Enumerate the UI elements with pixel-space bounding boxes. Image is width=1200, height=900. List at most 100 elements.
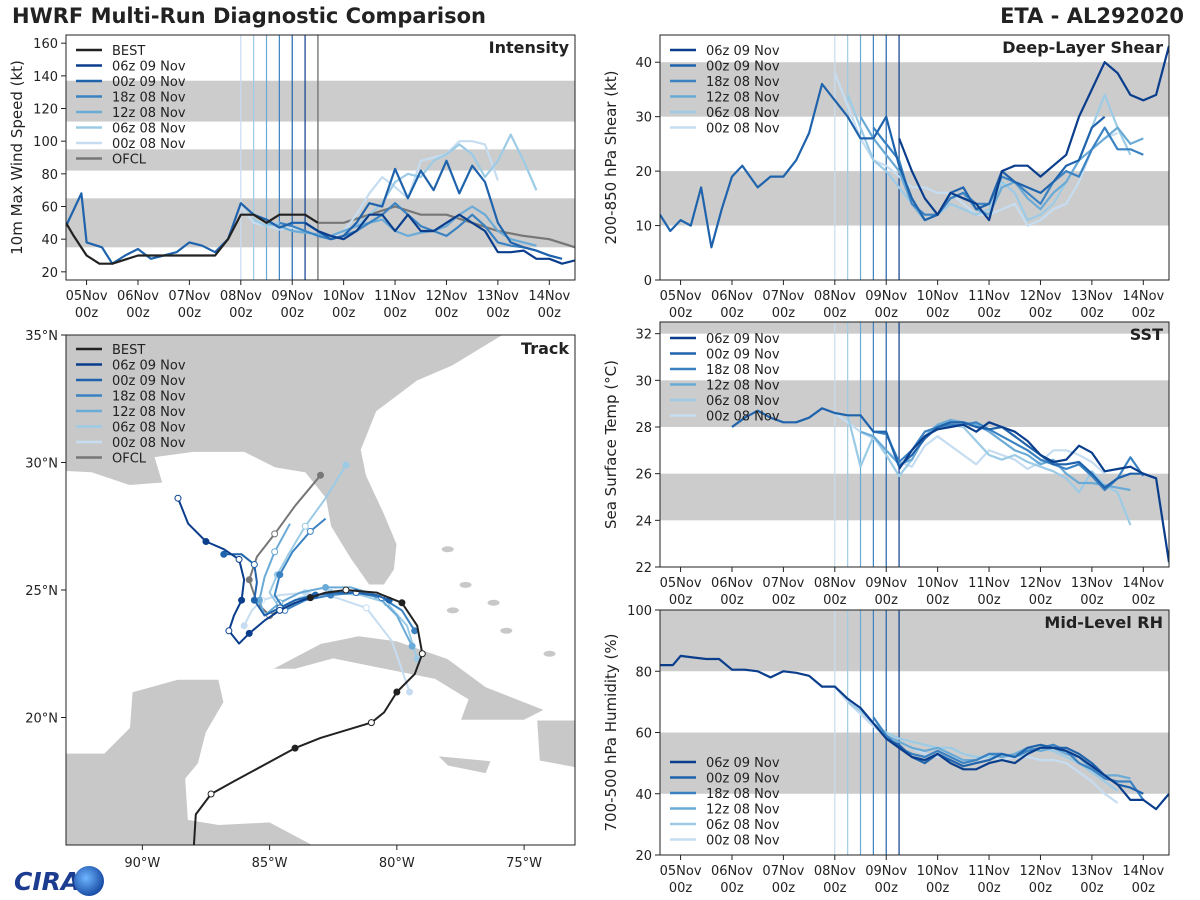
- x-tick-label-day: 14Nov: [1122, 864, 1164, 879]
- y-tick-label: 40: [635, 788, 652, 803]
- panel-title: SST: [1130, 325, 1163, 344]
- y-tick-label: 22: [635, 561, 652, 576]
- legend-label: 00z 09 Nov: [112, 374, 186, 389]
- lon-tick-label: 90°W: [124, 856, 160, 871]
- lat-tick-label: 20°N: [25, 712, 58, 727]
- track-point: [291, 744, 299, 752]
- panel-title: Intensity: [489, 38, 570, 57]
- y-tick-label: 0: [644, 274, 652, 289]
- land-bahamas: [487, 599, 500, 606]
- x-tick-label-day: 05Nov: [66, 289, 108, 304]
- x-tick-label-hour: 00z: [229, 306, 253, 321]
- legend-label: 06z 08 Nov: [112, 122, 186, 137]
- y-tick-label: 120: [33, 103, 58, 118]
- x-tick-label-day: 14Nov: [1122, 289, 1164, 304]
- y-tick-label: 28: [635, 421, 652, 436]
- y-tick-label: 100: [33, 135, 58, 150]
- legend-label: 06z 09 Nov: [706, 756, 780, 771]
- x-tick-label-hour: 00z: [669, 306, 693, 321]
- x-tick-label-day: 06Nov: [711, 289, 753, 304]
- x-tick-label-day: 12Nov: [1020, 289, 1062, 304]
- land-cuba: [271, 635, 546, 721]
- x-tick-label-hour: 00z: [1029, 593, 1053, 608]
- y-axis-label: 200-850 hPa Shear (kt): [602, 71, 620, 245]
- series-line-12z-08-nov: [859, 707, 1131, 780]
- y-tick-label: 140: [33, 70, 58, 85]
- chart-shear: 0 10 20 30 40 05Nov 00z 06Nov 00z 07Nov 00z 08Nov 00…: [602, 34, 1170, 321]
- x-tick-label-hour: 00z: [383, 306, 407, 321]
- track-point: [342, 461, 350, 469]
- series-line-best: [66, 213, 319, 265]
- legend-label: 00z 09 Nov: [706, 348, 780, 363]
- shade-band: [66, 80, 575, 122]
- track-point: [240, 622, 248, 630]
- x-tick-label-day: 05Nov: [660, 864, 702, 879]
- track-line-06z-09-nov: [177, 497, 311, 645]
- x-tick-label-hour: 00z: [926, 306, 950, 321]
- legend-label: 12z 08 Nov: [706, 379, 780, 394]
- x-tick-label-day: 10Nov: [917, 864, 959, 879]
- series-line-06z-09-nov: [660, 654, 1169, 811]
- track-point: [190, 852, 196, 858]
- legend-label: 06z 09 Nov: [112, 359, 186, 374]
- legend-label: 12z 08 Nov: [706, 91, 780, 106]
- legend-label: 00z 08 Nov: [706, 834, 780, 849]
- track-point: [245, 629, 253, 637]
- y-axis-label: 10m Max Wind Speed (kt): [8, 60, 26, 255]
- lat-tick-label: 30°N: [25, 457, 58, 472]
- plot-frame: [659, 34, 1170, 281]
- track-point: [174, 494, 182, 502]
- legend-label: 06z 08 Nov: [706, 818, 780, 833]
- x-tick-label-hour: 00z: [720, 306, 744, 321]
- x-tick-label-day: 07Nov: [762, 864, 804, 879]
- track-point: [271, 548, 279, 556]
- track-point: [276, 571, 284, 579]
- land-bahamas: [441, 546, 454, 553]
- panel-title: Track: [521, 339, 569, 358]
- x-tick-label-hour: 00z: [720, 593, 744, 608]
- shade-band: [660, 473, 1169, 521]
- legend-label: 00z 08 Nov: [706, 122, 780, 137]
- x-tick-label-day: 14Nov: [1122, 576, 1164, 591]
- y-tick-label: 80: [635, 665, 652, 680]
- x-tick-label-hour: 00z: [823, 881, 847, 896]
- legend-label: 18z 08 Nov: [112, 91, 186, 106]
- x-tick-label-day: 07Nov: [762, 289, 804, 304]
- track-point: [271, 530, 279, 538]
- legend-label: 00z 09 Nov: [706, 772, 780, 787]
- track-point: [276, 606, 284, 614]
- y-tick-label: 20: [635, 849, 652, 864]
- y-tick-label: 30: [635, 374, 652, 389]
- legend-label: BEST: [112, 343, 145, 358]
- track-point: [317, 471, 324, 479]
- track-point: [306, 527, 314, 535]
- track-line-18z-08-nov: [273, 517, 416, 632]
- x-tick-label-hour: 00z: [1132, 593, 1156, 608]
- x-tick-label-day: 06Nov: [711, 576, 753, 591]
- x-tick-label-day: 12Nov: [1020, 864, 1062, 879]
- track-point: [306, 594, 314, 602]
- land-bahamas: [459, 581, 472, 588]
- x-tick-label-hour: 00z: [720, 881, 744, 896]
- x-tick-label-hour: 00z: [772, 306, 796, 321]
- x-tick-label-day: 07Nov: [762, 576, 804, 591]
- series-group: [731, 407, 1169, 563]
- x-tick-label-hour: 00z: [178, 306, 202, 321]
- track-point: [225, 627, 233, 635]
- x-tick-label-hour: 00z: [977, 306, 1001, 321]
- series-line-18z-08-nov: [279, 202, 550, 257]
- legend-label: 12z 08 Nov: [112, 405, 186, 420]
- logo-globe-icon: [74, 866, 104, 896]
- land-central-america: [66, 678, 314, 845]
- track-point: [250, 561, 258, 568]
- track-point: [250, 596, 258, 604]
- x-tick-label-day: 08Nov: [814, 576, 856, 591]
- x-tick-label-day: 12Nov: [426, 289, 468, 304]
- y-axis-label: 700-500 hPa Humidity (%): [602, 633, 620, 831]
- map-group: [66, 335, 575, 858]
- track-point: [418, 650, 426, 658]
- track-point: [406, 688, 414, 696]
- lon-tick-label: 80°W: [379, 856, 415, 871]
- plot-frame: [659, 321, 1170, 568]
